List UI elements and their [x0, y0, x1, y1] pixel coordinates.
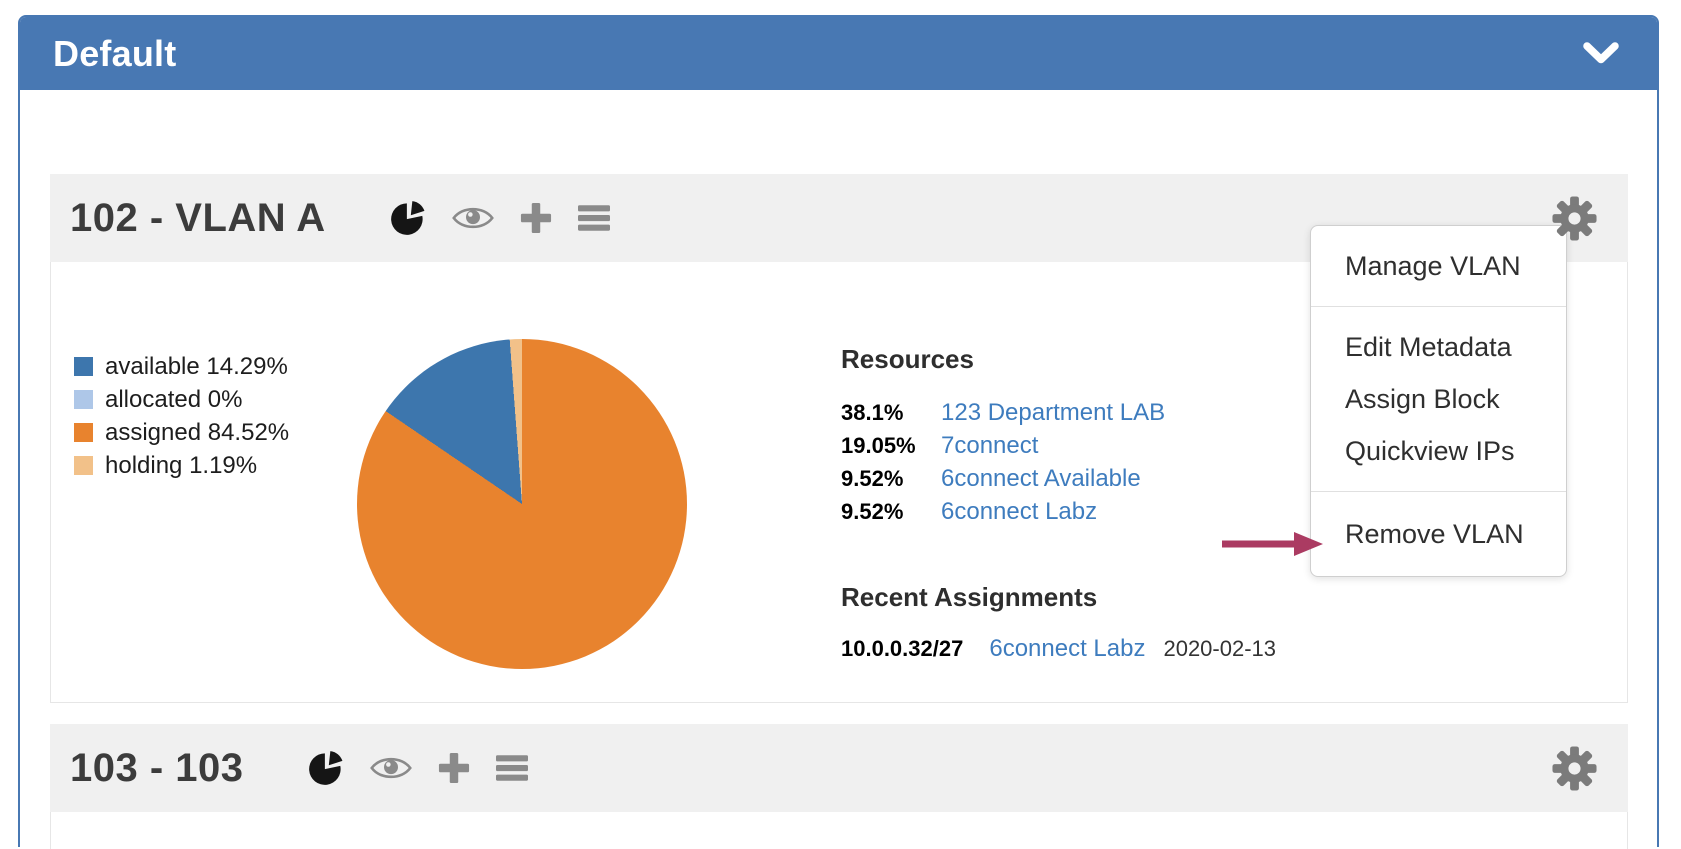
annotation-arrow-icon [1220, 528, 1325, 560]
utilization-pie-chart [357, 339, 687, 669]
resource-row: 19.05% 7connect [841, 432, 1165, 465]
chevron-down-icon[interactable] [1583, 42, 1619, 65]
eye-icon[interactable] [451, 203, 494, 233]
resource-link[interactable]: 7connect [941, 432, 1039, 459]
section-title: Default [53, 32, 177, 74]
default-section-header[interactable]: Default [20, 17, 1657, 90]
vlan-103-body [50, 812, 1628, 849]
vlan-title: 102 - VLAN A [70, 195, 326, 240]
legend-item: available 14.29% [74, 350, 289, 383]
legend-swatch-available [74, 357, 93, 376]
vlan-panel-103: 103 - 103 [50, 724, 1628, 849]
legend-item: allocated 0% [74, 383, 289, 416]
list-icon[interactable] [495, 754, 528, 782]
plus-icon[interactable] [438, 752, 470, 784]
resource-link[interactable]: 123 Department LAB [941, 399, 1166, 426]
vlan-102-header: 102 - VLAN A [50, 174, 1628, 262]
menu-item-remove-vlan[interactable]: Remove VLAN [1345, 519, 1524, 549]
vlan-toolbar [390, 199, 610, 237]
menu-item-quickview-ips[interactable]: Quickview IPs [1345, 436, 1515, 466]
resource-pct: 38.1% [841, 400, 904, 425]
gear-icon[interactable] [1551, 195, 1598, 242]
recent-assignments-block: Recent Assignments 10.0.0.32/27 6connect… [841, 582, 1276, 663]
pie-legend: available 14.29% allocated 0% assigned 8… [74, 350, 289, 482]
eye-icon[interactable] [369, 753, 412, 783]
assignment-cidr: 10.0.0.32/27 [841, 636, 964, 661]
recent-assignments-heading: Recent Assignments [841, 582, 1098, 612]
resources-heading: Resources [841, 344, 974, 374]
assignment-date: 2020-02-13 [1163, 636, 1277, 661]
plus-icon[interactable] [520, 202, 552, 234]
default-section-panel: Default 102 - VLAN A [18, 15, 1659, 849]
resource-link[interactable]: 6connect Labz [941, 498, 1098, 525]
gear-icon[interactable] [1551, 745, 1598, 792]
menu-item-edit-metadata[interactable]: Edit Metadata [1345, 332, 1512, 362]
resource-row: 9.52% 6connect Labz [841, 498, 1165, 531]
list-icon[interactable] [577, 204, 610, 232]
resource-pct: 9.52% [841, 499, 904, 524]
resources-block: Resources 38.1% 123 Department LAB 19.05… [841, 344, 1165, 531]
menu-item-assign-block[interactable]: Assign Block [1345, 384, 1500, 414]
vlan-panel-102: 102 - VLAN A [50, 174, 1628, 703]
vlan-title: 103 - 103 [70, 745, 244, 790]
resource-pct: 9.52% [841, 466, 904, 491]
resource-pct: 19.05% [841, 433, 916, 458]
resource-link[interactable]: 6connect Available [941, 465, 1141, 492]
legend-item: assigned 84.52% [74, 416, 289, 449]
pie-chart-icon[interactable] [390, 199, 426, 237]
menu-item-manage-vlan[interactable]: Manage VLAN [1345, 251, 1521, 281]
gear-context-menu: Manage VLAN Edit Metadata Assign Block Q… [1310, 225, 1567, 577]
section-body: 102 - VLAN A [20, 90, 1657, 849]
legend-swatch-holding [74, 456, 93, 475]
assignment-resource-link[interactable]: 6connect Labz [989, 635, 1146, 662]
legend-item: holding 1.19% [74, 449, 289, 482]
legend-swatch-allocated [74, 390, 93, 409]
assignment-row: 10.0.0.32/27 6connect Labz 2020-02-13 [841, 635, 1276, 663]
resource-row: 38.1% 123 Department LAB [841, 399, 1165, 432]
pie-chart-icon[interactable] [308, 749, 344, 787]
resource-row: 9.52% 6connect Available [841, 465, 1165, 498]
legend-swatch-assigned [74, 423, 93, 442]
vlan-toolbar [308, 749, 528, 787]
vlan-103-header: 103 - 103 [50, 724, 1628, 812]
